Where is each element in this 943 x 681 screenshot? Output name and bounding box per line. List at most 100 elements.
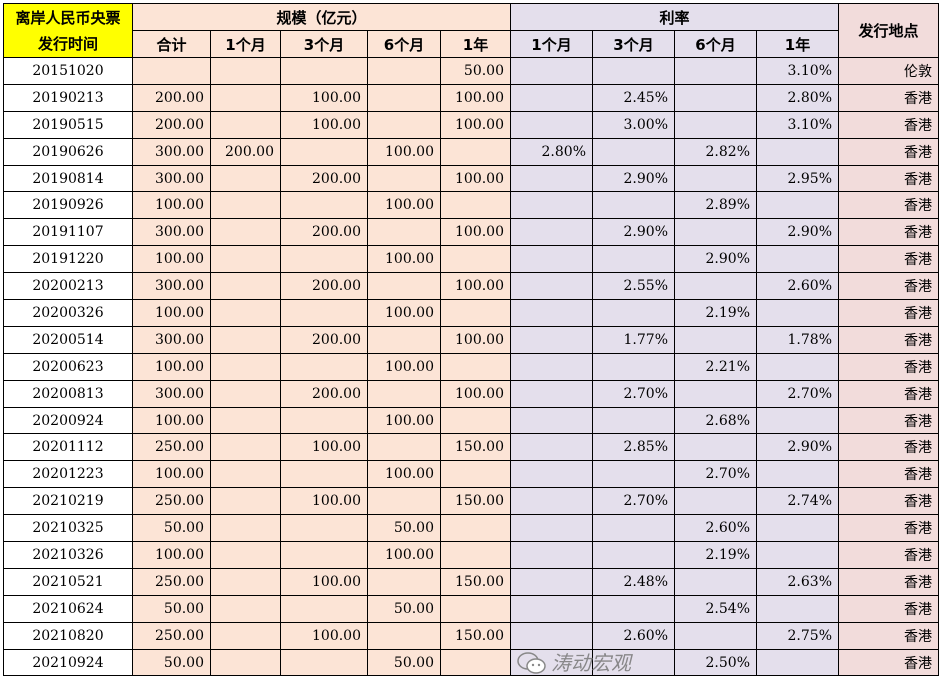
cell-place: 香港 xyxy=(838,406,939,435)
cell-rate-1y: 3.10% xyxy=(756,57,839,85)
cell-date: 20190814 xyxy=(3,164,133,193)
cell-rate-1y xyxy=(756,191,839,220)
cell-scale-total: 100.00 xyxy=(132,406,211,435)
cell-scale-total: 250.00 xyxy=(132,621,211,650)
cell-rate-3m xyxy=(592,406,675,435)
cell-scale-total: 100.00 xyxy=(132,460,211,489)
cell-rate-3m: 2.70% xyxy=(592,379,675,408)
cell-date: 20190926 xyxy=(3,191,133,220)
table-row: 20200813 300.00 200.00 100.00 2.70% 2.70% 香港 xyxy=(3,379,939,408)
cell-scale-total: 100.00 xyxy=(132,245,211,274)
table-row: 20210624 50.00 50.00 2.54% 香港 xyxy=(3,594,939,623)
cell-rate-6m xyxy=(674,272,757,301)
cell-scale-3m: 200.00 xyxy=(280,272,368,301)
table-row: 20190213 200.00 100.00 100.00 2.45% 2.80% 香港 xyxy=(3,83,939,112)
cell-date: 20151020 xyxy=(3,57,133,85)
cell-scale-3m xyxy=(280,514,368,543)
cell-rate-1m xyxy=(510,245,593,274)
cell-rate-3m: 2.45% xyxy=(592,83,675,112)
cell-rate-6m: 2.54% xyxy=(674,594,757,623)
cell-scale-1m: 200.00 xyxy=(210,137,281,166)
cell-rate-6m xyxy=(674,487,757,516)
cell-rate-1y: 2.90% xyxy=(756,218,839,247)
cell-rate-3m: 1.77% xyxy=(592,325,675,354)
cell-rate-1y xyxy=(756,137,839,166)
cell-place: 香港 xyxy=(838,648,939,677)
cell-rate-1m xyxy=(510,406,593,435)
cell-scale-6m: 100.00 xyxy=(367,299,441,327)
cell-scale-1y: 50.00 xyxy=(440,57,511,85)
table-row: 20190626 300.00 200.00 100.00 2.80% 2.82% 香港 xyxy=(3,137,939,166)
cell-rate-6m: 2.60% xyxy=(674,514,757,543)
cell-rate-1m xyxy=(510,514,593,543)
cell-scale-6m: 50.00 xyxy=(367,514,441,543)
cell-scale-3m xyxy=(280,57,368,85)
cell-scale-6m xyxy=(367,83,441,112)
table-row: 20201223 100.00 100.00 2.70% 香港 xyxy=(3,460,939,489)
cell-place: 香港 xyxy=(838,514,939,543)
cell-scale-total: 100.00 xyxy=(132,191,211,220)
cell-rate-3m: 2.70% xyxy=(592,487,675,516)
cell-scale-1y: 150.00 xyxy=(440,487,511,516)
cell-scale-1m xyxy=(210,83,281,112)
cell-rate-1m xyxy=(510,352,593,381)
table-row: 20200623 100.00 100.00 2.21% 香港 xyxy=(3,352,939,381)
table-row: 20191220 100.00 100.00 2.90% 香港 xyxy=(3,245,939,274)
cell-scale-total: 200.00 xyxy=(132,83,211,112)
cell-scale-1m xyxy=(210,487,281,516)
cell-place: 香港 xyxy=(838,325,939,354)
cell-rate-6m: 2.19% xyxy=(674,541,757,569)
cny-bill-issuance-table: 离岸人民币央票发行时间 规模（亿元） 利率 发行地点 合计 1个月 3个月 6个月 1年… xyxy=(3,3,939,677)
cell-rate-3m xyxy=(592,541,675,569)
table-row: 20210326 100.00 100.00 2.19% 香港 xyxy=(3,541,939,569)
cell-date: 20200623 xyxy=(3,352,133,381)
cell-scale-6m: 50.00 xyxy=(367,648,441,677)
cell-scale-total: 250.00 xyxy=(132,567,211,596)
cell-scale-1m xyxy=(210,325,281,354)
cell-scale-total xyxy=(132,57,211,85)
cell-scale-3m xyxy=(280,406,368,435)
cell-scale-3m: 100.00 xyxy=(280,433,368,462)
cell-scale-total: 300.00 xyxy=(132,137,211,166)
table-row: 20210924 50.00 50.00 涛动宏观 2.50% 香港 xyxy=(3,648,939,677)
cell-scale-1y: 100.00 xyxy=(440,325,511,354)
table-row: 20201112 250.00 100.00 150.00 2.85% 2.90% 香港 xyxy=(3,433,939,462)
cell-rate-1m xyxy=(510,594,593,623)
cell-date: 20200813 xyxy=(3,379,133,408)
cell-scale-3m xyxy=(280,541,368,569)
cell-rate-6m: 2.89% xyxy=(674,191,757,220)
cell-scale-1m xyxy=(210,245,281,274)
cell-scale-3m: 100.00 xyxy=(280,487,368,516)
header-scale-col: 1年 xyxy=(440,30,511,58)
cell-rate-1m xyxy=(510,164,593,193)
cell-place: 香港 xyxy=(838,567,939,596)
cell-scale-1m xyxy=(210,272,281,301)
cell-scale-total: 250.00 xyxy=(132,487,211,516)
cell-place: 香港 xyxy=(838,272,939,301)
cell-place: 香港 xyxy=(838,245,939,274)
cell-date: 20200326 xyxy=(3,299,133,327)
cell-rate-6m xyxy=(674,325,757,354)
cell-scale-1m xyxy=(210,594,281,623)
cell-scale-3m: 100.00 xyxy=(280,567,368,596)
cell-scale-total: 300.00 xyxy=(132,272,211,301)
cell-scale-6m: 100.00 xyxy=(367,245,441,274)
cell-place: 香港 xyxy=(838,218,939,247)
cell-rate-6m: 2.50% xyxy=(674,648,757,677)
cell-scale-3m xyxy=(280,245,368,274)
cell-scale-3m: 100.00 xyxy=(280,110,368,139)
cell-scale-3m: 200.00 xyxy=(280,164,368,193)
cell-place: 香港 xyxy=(838,164,939,193)
cell-rate-1m xyxy=(510,621,593,650)
cell-scale-1m xyxy=(210,352,281,381)
cell-scale-1m xyxy=(210,110,281,139)
cell-date: 20210219 xyxy=(3,487,133,516)
cell-rate-1y xyxy=(756,594,839,623)
cell-scale-6m xyxy=(367,433,441,462)
cell-scale-6m xyxy=(367,110,441,139)
table-row: 20200213 300.00 200.00 100.00 2.55% 2.60% 香港 xyxy=(3,272,939,301)
cell-scale-3m xyxy=(280,299,368,327)
cell-scale-1m xyxy=(210,406,281,435)
cell-scale-total: 50.00 xyxy=(132,514,211,543)
cell-rate-3m xyxy=(592,594,675,623)
